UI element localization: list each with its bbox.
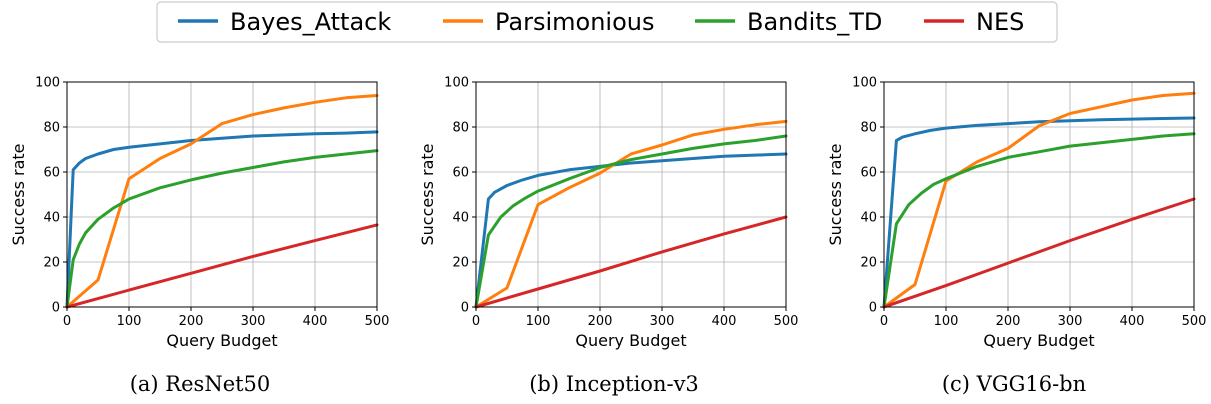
- legend-label-parsimonious: Parsimonious: [495, 8, 654, 36]
- y-tick-label: 20: [452, 256, 469, 271]
- subplot-vgg16-bn: 0 100 200 300 400 500 0 20 40 60 80 100 Query Budget…: [826, 76, 1206, 351]
- y-tick-label: 80: [860, 121, 877, 136]
- y-axis-label: Success rate: [9, 144, 28, 246]
- axes-frame: [67, 82, 377, 307]
- y-tick-label: 60: [452, 166, 469, 181]
- y-tick-label: 40: [43, 211, 60, 226]
- x-tick-label: 400: [303, 314, 328, 329]
- x-tick-label: 300: [1058, 314, 1083, 329]
- x-tick-label: 0: [63, 314, 71, 329]
- legend-label-bandits-td: Bandits_TD: [747, 8, 882, 36]
- x-tick-label: 0: [880, 314, 888, 329]
- x-tick-label: 300: [241, 314, 266, 329]
- y-tick-label: 0: [461, 301, 469, 316]
- y-tick-label: 0: [52, 301, 60, 316]
- subplot-inception-v3: 0 100 200 300 400 500 0 20 40 60 80 100 Query Budget…: [418, 76, 798, 351]
- caption-vgg16-bn: (c) VGG16-bn: [942, 372, 1086, 396]
- y-tick-label: 100: [852, 76, 877, 91]
- x-tick-label: 100: [526, 314, 551, 329]
- y-tick-label: 100: [35, 76, 60, 91]
- series-line-parsimonious: [476, 121, 786, 307]
- x-tick-label: 500: [365, 314, 390, 329]
- x-tick-label: 200: [996, 314, 1021, 329]
- legend: Bayes_Attack Parsimonious Bandits_TD NES: [157, 2, 1057, 42]
- series-line-nes: [884, 199, 1194, 307]
- subplot-resnet50: 0 100 200 300 400 500 0 20 40 60 80 100 Query Budget…: [9, 76, 389, 351]
- legend-label-nes: NES: [976, 8, 1024, 36]
- legend-label-bayes-attack: Bayes_Attack: [230, 8, 391, 36]
- y-axis-label: Success rate: [826, 144, 845, 246]
- y-tick-label: 100: [444, 76, 469, 91]
- y-axis-label: Success rate: [418, 144, 437, 246]
- series-line-nes: [67, 225, 377, 307]
- x-axis-label: Query Budget: [983, 331, 1094, 350]
- axes-frame: [884, 82, 1194, 307]
- y-tick-label: 20: [860, 256, 877, 271]
- series-line-bayes-attack: [67, 132, 377, 307]
- y-tick-label: 20: [43, 256, 60, 271]
- series-line-bayes-attack: [884, 118, 1194, 307]
- x-tick-label: 300: [650, 314, 675, 329]
- x-tick-label: 500: [774, 314, 799, 329]
- axes-frame: [476, 82, 786, 307]
- y-tick-label: 0: [869, 301, 877, 316]
- caption-resnet50: (a) ResNet50: [130, 372, 271, 396]
- y-tick-label: 80: [43, 121, 60, 136]
- y-tick-label: 40: [860, 211, 877, 226]
- y-tick-label: 60: [860, 166, 877, 181]
- x-tick-label: 200: [588, 314, 613, 329]
- x-axis-label: Query Budget: [166, 331, 277, 350]
- x-tick-label: 100: [934, 314, 959, 329]
- y-tick-label: 80: [452, 121, 469, 136]
- series-line-parsimonious: [884, 93, 1194, 307]
- x-tick-label: 100: [117, 314, 142, 329]
- x-tick-label: 0: [472, 314, 480, 329]
- y-tick-label: 60: [43, 166, 60, 181]
- x-tick-label: 200: [179, 314, 204, 329]
- series-line-bandits-td: [884, 134, 1194, 307]
- x-axis-label: Query Budget: [575, 331, 686, 350]
- x-tick-label: 400: [1120, 314, 1145, 329]
- y-tick-label: 40: [452, 211, 469, 226]
- caption-inception-v3: (b) Inception-v3: [529, 372, 699, 396]
- x-tick-label: 400: [712, 314, 737, 329]
- x-tick-label: 500: [1182, 314, 1207, 329]
